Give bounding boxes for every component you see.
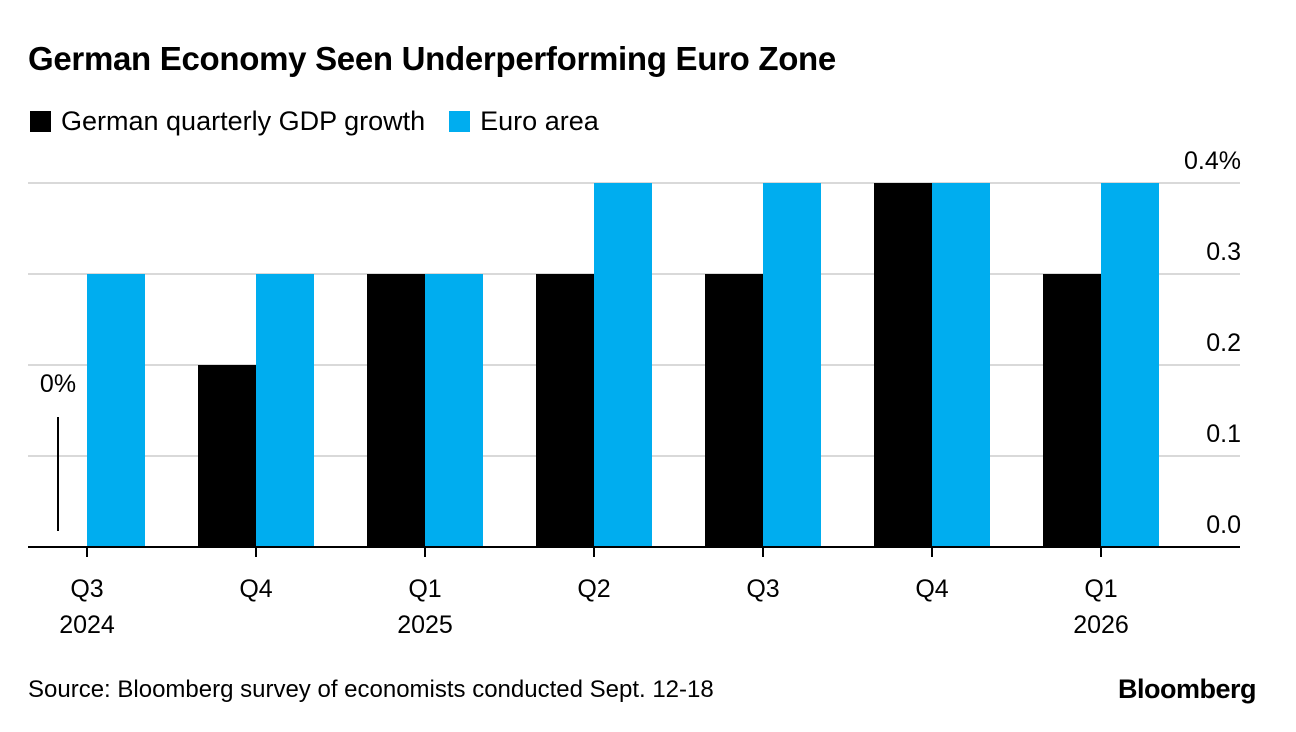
x-tick-label: Q2	[577, 575, 610, 603]
bar-euro-area	[763, 183, 821, 547]
y-tick-label: 0.3	[1206, 238, 1241, 266]
y-tick-label: 0.0	[1206, 511, 1241, 539]
legend-label-germany: German quarterly GDP growth	[61, 106, 426, 136]
bar-germany	[705, 274, 763, 547]
x-tick-label: Q4	[239, 575, 272, 603]
bar-euro-area	[256, 274, 314, 547]
x-tick-label: Q3	[70, 575, 103, 603]
y-tick-label: 0.1	[1206, 420, 1241, 448]
x-tick-labels: Q3 2024 Q4 Q1 2025 Q2 Q3 Q4 Q1 2026	[59, 575, 1129, 639]
x-tick-label: Q4	[915, 575, 948, 603]
chart-title: German Economy Seen Underperforming Euro…	[28, 40, 836, 77]
source-note: Source: Bloomberg survey of economists c…	[28, 676, 714, 703]
legend-label-euro-area: Euro area	[480, 106, 599, 136]
x-tick-label: Q1	[1084, 575, 1117, 603]
legend-item-germany: German quarterly GDP growth	[30, 106, 425, 137]
legend: German quarterly GDP growth Euro area	[30, 106, 623, 137]
x-tick-label: Q1	[408, 575, 441, 603]
bar-germany	[874, 183, 932, 547]
bar-germany	[367, 274, 425, 547]
x-year-label: 2025	[397, 611, 453, 639]
bar-euro-area	[594, 183, 652, 547]
legend-swatch-germany	[30, 111, 51, 132]
annotations: 0%	[40, 370, 76, 531]
x-tick-label: Q3	[746, 575, 779, 603]
y-axis: 0.0 0.1 0.2 0.3 0.4%	[1184, 147, 1241, 539]
x-year-label: 2024	[59, 611, 115, 639]
x-axis	[28, 546, 1240, 557]
y-tick-label: 0.4%	[1184, 147, 1241, 175]
bar-euro-area	[87, 274, 145, 547]
bar-euro-area	[932, 183, 990, 547]
bars	[87, 183, 1159, 547]
annotation-label: 0%	[40, 370, 76, 398]
bar-germany	[198, 365, 256, 547]
legend-swatch-euro-area	[449, 111, 471, 132]
x-year-label: 2026	[1073, 611, 1129, 639]
bar-germany	[1043, 274, 1101, 547]
bar-chart: 0.0 0.1 0.2 0.3 0.4% Q3 2024 Q4 Q1 2025 Q2 Q3 Q4 Q1 2…	[28, 147, 1241, 639]
bar-germany	[536, 274, 594, 547]
legend-item-euro-area: Euro area	[449, 106, 599, 137]
bar-euro-area	[425, 274, 483, 547]
y-tick-label: 0.2	[1206, 329, 1241, 357]
bloomberg-logo: Bloomberg	[1117, 674, 1257, 704]
bar-euro-area	[1101, 183, 1159, 547]
